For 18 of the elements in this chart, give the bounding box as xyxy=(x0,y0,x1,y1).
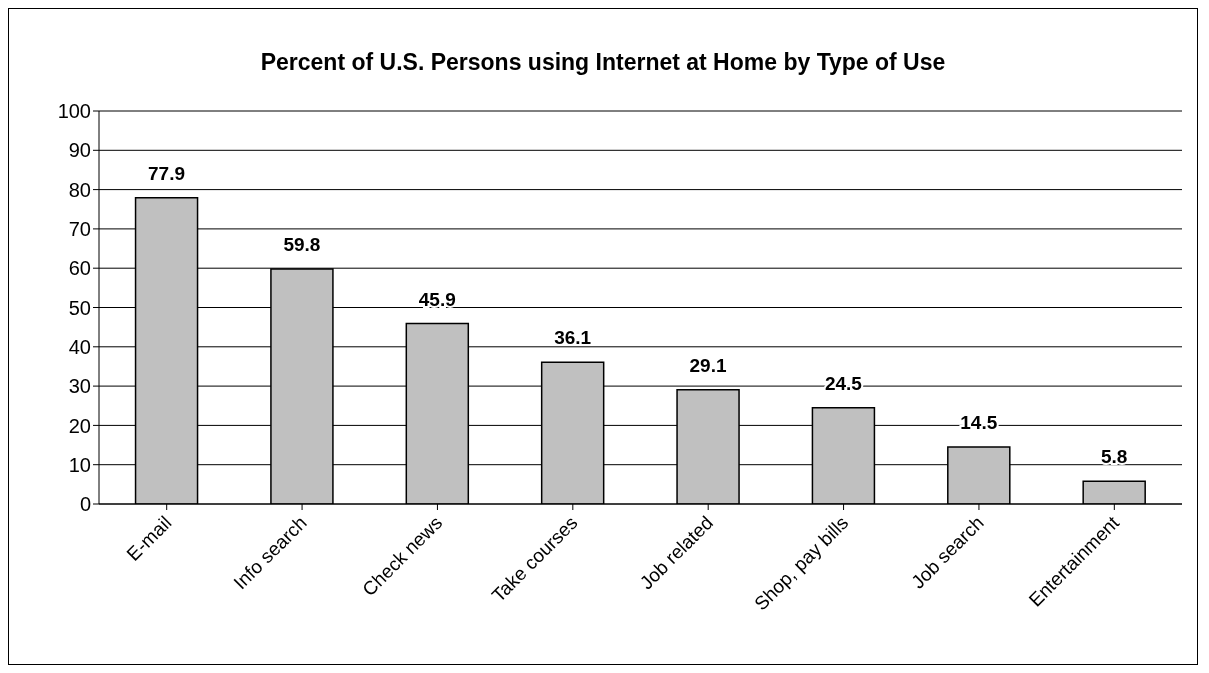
y-tick-label: 10 xyxy=(68,453,91,476)
y-tick-label: 90 xyxy=(68,139,91,162)
y-tick-label: 80 xyxy=(68,178,91,201)
y-tick-label: 40 xyxy=(68,335,91,358)
y-tick-label: 20 xyxy=(68,414,91,437)
y-tick-label: 0 xyxy=(79,493,91,516)
chart-title: Percent of U.S. Persons using Internet at Home by Type of Use xyxy=(259,48,947,77)
data-label: 36.1 xyxy=(554,327,592,349)
data-label: 77.9 xyxy=(148,162,186,184)
y-tick-label: 100 xyxy=(57,100,91,123)
y-tick-label: 60 xyxy=(68,257,91,280)
y-tick-label: 50 xyxy=(68,296,91,319)
y-tick-label: 70 xyxy=(68,218,91,240)
data-label: 5.8 xyxy=(1100,446,1128,468)
data-label: 59.8 xyxy=(283,233,321,255)
y-tick-label: 30 xyxy=(68,375,91,398)
data-label: 45.9 xyxy=(418,288,456,310)
data-label: 29.1 xyxy=(689,354,727,376)
